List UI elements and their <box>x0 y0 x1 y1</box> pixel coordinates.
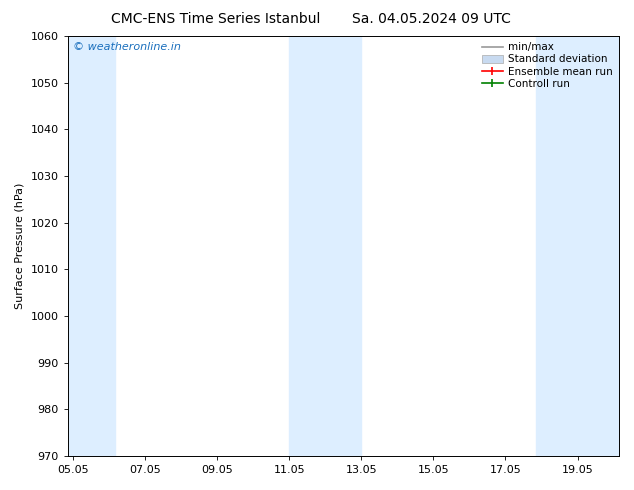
Bar <box>68 36 115 456</box>
Y-axis label: Surface Pressure (hPa): Surface Pressure (hPa) <box>15 183 25 309</box>
Text: CMC-ENS Time Series Istanbul: CMC-ENS Time Series Istanbul <box>111 12 320 26</box>
Text: Sa. 04.05.2024 09 UTC: Sa. 04.05.2024 09 UTC <box>352 12 510 26</box>
Legend: min/max, Standard deviation, Ensemble mean run, Controll run: min/max, Standard deviation, Ensemble me… <box>478 38 617 93</box>
Bar <box>289 36 361 456</box>
Text: © weatheronline.in: © weatheronline.in <box>73 43 181 52</box>
Bar <box>536 36 619 456</box>
